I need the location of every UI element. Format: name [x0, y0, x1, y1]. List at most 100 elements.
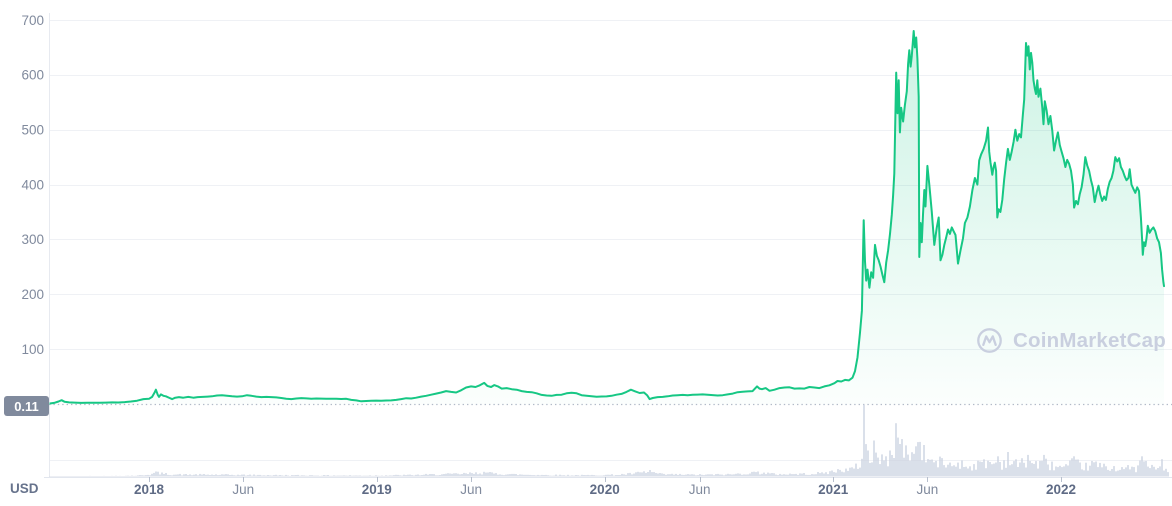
volume-bar	[847, 470, 849, 477]
volume-bar	[761, 473, 763, 477]
volume-bar	[341, 475, 343, 477]
volume-bar	[729, 474, 731, 477]
volume-bar	[111, 475, 113, 477]
volume-bar	[1117, 470, 1119, 477]
volume-bar	[841, 471, 843, 477]
volume-bar	[631, 474, 633, 477]
y-axis-tick-label: 500	[21, 123, 44, 138]
volume-bar	[801, 473, 803, 477]
volume-bar	[469, 472, 471, 477]
volume-bar	[823, 473, 825, 477]
volume-bar	[665, 474, 667, 477]
volume-bar	[243, 474, 245, 477]
volume-bar	[217, 475, 219, 477]
volume-bar	[263, 475, 265, 477]
volume-bar	[865, 444, 867, 477]
volume-bar	[687, 474, 689, 477]
x-axis-tick-label: Jun	[689, 482, 711, 497]
volume-bar	[995, 462, 997, 477]
volume-bar	[99, 476, 101, 477]
volume-bar	[507, 474, 509, 477]
volume-bar	[209, 475, 211, 477]
volume-bar	[277, 475, 279, 477]
volume-bar	[353, 475, 355, 477]
volume-bar	[643, 471, 645, 477]
volume-bar	[453, 473, 455, 477]
volume-bar	[539, 475, 541, 477]
volume-bar	[239, 475, 241, 477]
volume-bar	[593, 475, 595, 477]
volume-bar	[775, 474, 777, 477]
volume-bar	[1153, 466, 1155, 477]
volume-bar	[357, 475, 359, 477]
volume-bar	[425, 473, 427, 477]
volume-bar	[735, 473, 737, 477]
volume-bar	[1107, 469, 1109, 477]
volume-bar	[67, 476, 69, 477]
volume-bar	[1129, 469, 1131, 477]
volume-bar	[427, 474, 429, 477]
volume-bar	[795, 473, 797, 477]
volume-bar	[713, 475, 715, 477]
volume-bar	[915, 446, 917, 477]
volume-bar	[125, 475, 127, 477]
volume-bar	[837, 469, 839, 477]
volume-bar	[967, 468, 969, 477]
volume-bar	[963, 467, 965, 477]
volume-bar	[621, 473, 623, 477]
volume-bar	[1095, 461, 1097, 477]
volume-bar	[131, 475, 133, 477]
volume-bar	[1021, 458, 1023, 477]
volume-bar	[979, 461, 981, 477]
volume-bar	[641, 472, 643, 477]
volume-bar	[659, 473, 661, 477]
volume-bar	[991, 464, 993, 477]
volume-bar	[695, 475, 697, 477]
volume-bar	[121, 476, 123, 477]
volume-bar	[389, 475, 391, 477]
volume-bar	[525, 474, 527, 477]
y-axis-low-badge: 0.11	[4, 396, 49, 416]
volume-bar	[683, 474, 685, 477]
volume-bar	[157, 471, 159, 477]
volume-bar	[815, 474, 817, 477]
volume-bar	[139, 475, 141, 477]
volume-bar	[657, 473, 659, 477]
volume-bar	[589, 475, 591, 477]
volume-bar	[481, 474, 483, 477]
volume-bar	[1047, 464, 1049, 477]
volume-bar	[955, 466, 957, 477]
volume-bar	[527, 474, 529, 477]
volume-bar	[869, 462, 871, 477]
volume-bar	[885, 456, 887, 477]
volume-bar	[461, 474, 463, 477]
volume-bar	[273, 475, 275, 477]
volume-bar	[1033, 463, 1035, 477]
volume-bar	[261, 475, 263, 477]
volume-bar	[491, 472, 493, 477]
volume-bar	[513, 473, 515, 477]
volume-bar	[159, 474, 161, 477]
volume-bar	[129, 475, 131, 477]
volume-bar	[1059, 465, 1061, 477]
volume-bar	[1049, 470, 1051, 477]
volume-bar	[1111, 469, 1113, 477]
volume-bar	[731, 474, 733, 477]
volume-bar	[1083, 470, 1085, 477]
volume-bar	[825, 472, 827, 477]
volume-bar	[381, 475, 383, 477]
volume-bar	[105, 476, 107, 477]
volume-bar	[1105, 466, 1107, 477]
volume-bar	[559, 474, 561, 477]
volume-bar	[1035, 461, 1037, 477]
volume-bar	[661, 473, 663, 477]
volume-bar	[327, 475, 329, 477]
volume-bar	[1137, 465, 1139, 477]
volume-bar	[999, 462, 1001, 477]
y-axis-tick-label: 400	[21, 177, 44, 192]
volume-bar	[451, 473, 453, 477]
volume-bar	[691, 474, 693, 477]
volume-bar	[723, 475, 725, 477]
volume-bar	[1151, 464, 1153, 477]
